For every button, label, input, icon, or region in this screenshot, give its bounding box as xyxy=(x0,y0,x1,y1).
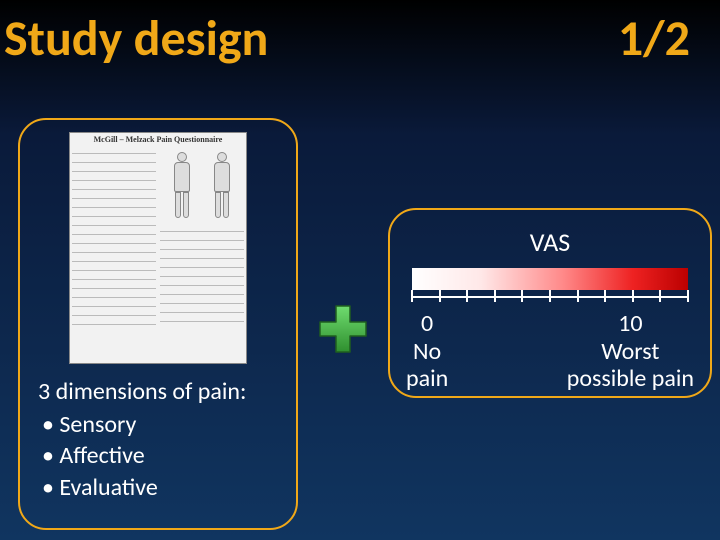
page-number: 1/2 xyxy=(618,8,690,69)
vas-scale xyxy=(412,290,688,304)
dimension-item: • Evaluative xyxy=(38,472,284,503)
vas-min-label2: pain xyxy=(406,365,448,393)
dimension-label: Sensory xyxy=(59,410,136,439)
vas-min-label1: No xyxy=(406,338,448,366)
dimensions-block: 3 dimensions of pain: • Sensory • Affect… xyxy=(32,376,284,503)
mcgill-panel: McGill – Melzack Pain Questionnaire xyxy=(18,118,298,530)
dimension-label: Affective xyxy=(59,441,144,470)
vas-tick xyxy=(411,290,413,302)
vas-max-num: 10 xyxy=(567,310,694,338)
vas-min: 0 No pain xyxy=(406,310,448,393)
vas-tick xyxy=(549,290,551,302)
dimension-item: • Affective xyxy=(38,440,284,471)
dimension-item: • Sensory xyxy=(38,409,284,440)
body-figures xyxy=(160,148,244,226)
vas-max: 10 Worst possible pain xyxy=(567,310,694,393)
vas-tick xyxy=(494,290,496,302)
vas-title: VAS xyxy=(402,226,698,258)
vas-min-num: 0 xyxy=(406,310,448,338)
dimensions-heading: 3 dimensions of pain: xyxy=(38,376,284,407)
vas-gradient-bar xyxy=(412,268,688,290)
vas-panel: VAS 0 No pain 10 Worst possible pain xyxy=(388,208,712,398)
vas-max-label1: Worst xyxy=(567,338,694,366)
vas-tick xyxy=(439,290,441,302)
vas-max-label2: possible pain xyxy=(567,365,694,393)
questionnaire-title: McGill – Melzack Pain Questionnaire xyxy=(70,133,246,146)
vas-tick xyxy=(466,290,468,302)
questionnaire-thumbnail: McGill – Melzack Pain Questionnaire xyxy=(69,132,247,364)
vas-tick xyxy=(521,290,523,302)
slide-title: Study design xyxy=(4,8,268,69)
dimension-label: Evaluative xyxy=(59,473,157,502)
vas-tick xyxy=(577,290,579,302)
vas-tick xyxy=(604,290,606,302)
vas-tick xyxy=(632,290,634,302)
vas-tick xyxy=(687,290,689,302)
vas-tick xyxy=(659,290,661,302)
plus-icon xyxy=(316,302,370,356)
